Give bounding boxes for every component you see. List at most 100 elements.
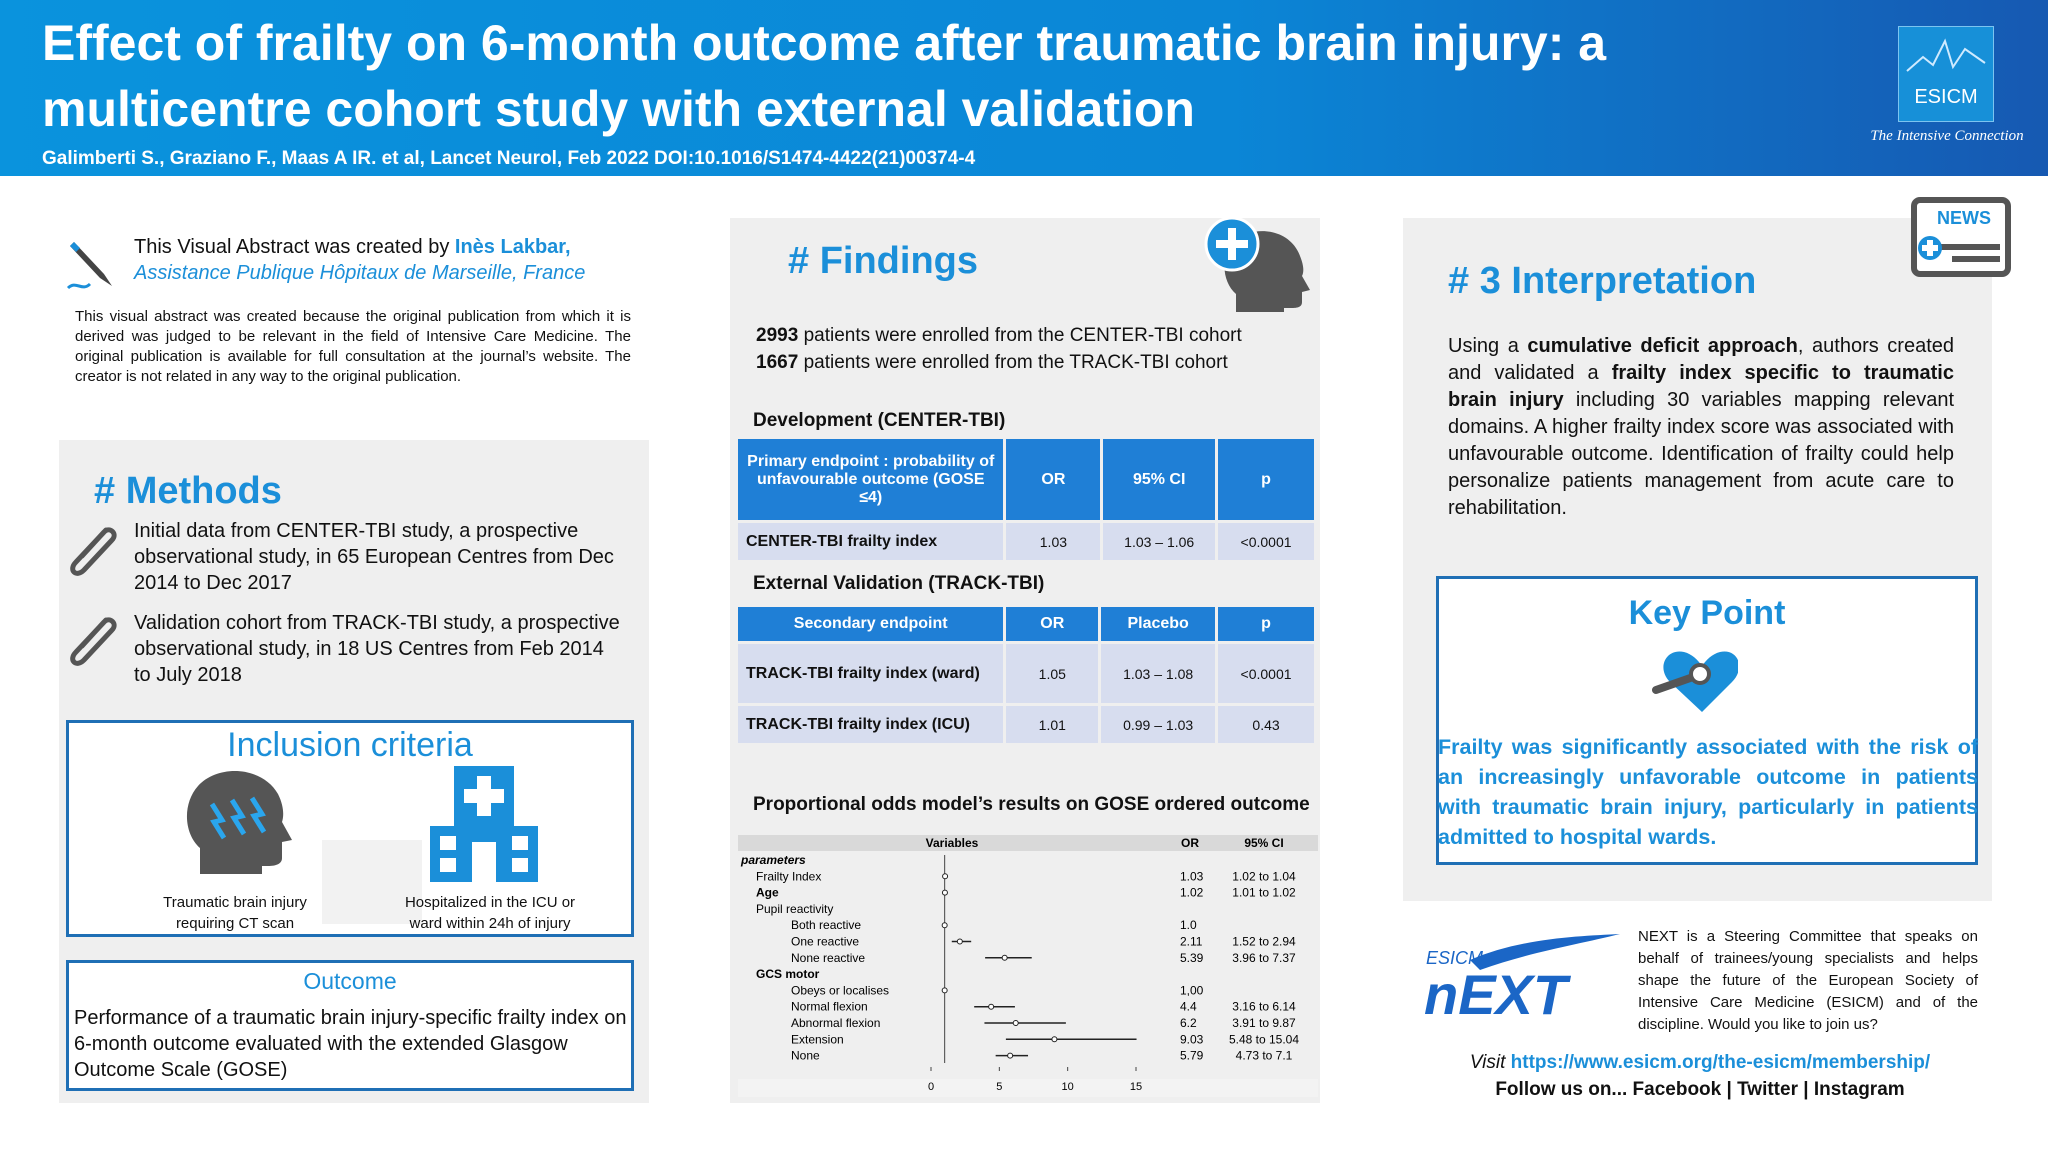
forest-axis-bg — [738, 1079, 1318, 1097]
or-point — [1001, 954, 1008, 961]
head-icon — [186, 771, 292, 874]
credit-author: Inès Lakbar, — [454, 236, 571, 258]
title-line: multicentre cohort study with external v… — [42, 81, 1195, 137]
news-label: NEWS — [1937, 208, 1991, 228]
table-heading: External Validation (TRACK-TBI) — [753, 573, 1045, 594]
row-label: Frailty Index — [756, 869, 821, 883]
text-run: frailty index specific to traumatic brai… — [1448, 362, 1954, 411]
header-row: Primary endpoint : probability of unfavo… — [738, 439, 1314, 520]
or-label: 5.39 — [1180, 951, 1204, 965]
or-label: 1,00 — [1180, 983, 1204, 997]
table-cell: <0.0001 — [1218, 644, 1314, 703]
or-label: 1.0 — [1180, 918, 1197, 932]
row-label: None — [791, 1049, 820, 1063]
inclusion-heading: Inclusion criteria — [227, 726, 473, 764]
column-header: OR — [1181, 836, 1199, 850]
logo-wave — [1906, 38, 1986, 72]
inclusion-item: Hospitalized in the ICU or ward within 2… — [404, 894, 576, 932]
header-cell: OR — [1006, 439, 1101, 520]
enrolled-text: patients were enrolled from the CENTER-T… — [803, 325, 1242, 346]
x-tick-label: 15 — [1130, 1081, 1142, 1093]
credit-affiliation: Assistance Publique Hôpitaux de Marseill… — [134, 262, 586, 284]
validation-table: Secondary endpoint OR Placebo p TRACK-TBI fr… — [735, 604, 1317, 746]
next-logo: ESICM nEXT — [1424, 934, 1620, 1026]
table-row: TRACK-TBI frailty index (ward) 1.05 1.03 –… — [738, 644, 1314, 703]
header-cell: p — [1218, 607, 1314, 641]
enrolled-count: 2993 — [756, 325, 799, 346]
row-label: Abnormal flexion — [791, 1016, 880, 1030]
table-cell: CENTER-TBI frailty index — [738, 523, 1004, 560]
next-logo-text: nEXT — [1424, 963, 1572, 1026]
clip-icon — [70, 527, 117, 576]
outcome-heading: Outcome — [303, 968, 397, 994]
header-cell: Primary endpoint : probability of unfavo… — [738, 439, 1004, 520]
inclusion-item: Traumatic brain injury requiring CT scan — [163, 894, 307, 932]
or-point — [1051, 1036, 1058, 1043]
text-run: , authors created and validated a — [1448, 335, 1954, 384]
table-row: TRACK-TBI frailty index (ICU) 1.01 0.99 – … — [738, 706, 1314, 743]
or-label: 5.79 — [1180, 1049, 1204, 1063]
header-cell: Placebo — [1101, 607, 1216, 641]
news-icon: NEWS — [1911, 197, 2011, 277]
outcome-box — [66, 960, 634, 1091]
row-label: Pupil reactivity — [756, 902, 833, 916]
key-point-box — [1436, 576, 1978, 865]
row-label: Normal flexion — [791, 1000, 868, 1014]
header-cell: OR — [1006, 607, 1099, 641]
next-text: NEXT is a Steering Committee that speaks… — [1638, 928, 1978, 1033]
forest-header-bg — [738, 835, 1318, 851]
header-row: Secondary endpoint OR Placebo p — [738, 607, 1314, 641]
ci-label: 1.52 to 2.94 — [1232, 935, 1296, 949]
or-label: 9.03 — [1180, 1032, 1204, 1046]
visit-label: Visit — [1469, 1052, 1506, 1073]
or-point — [956, 938, 963, 945]
logo-tagline: The Intensive Connection — [1870, 128, 2024, 144]
follow-line: Follow us on... Facebook | Twitter | Ins… — [1495, 1079, 1905, 1100]
or-point — [1007, 1052, 1014, 1059]
table-cell: 0.43 — [1218, 706, 1314, 743]
logo-box: ESICM — [1898, 26, 1994, 122]
header-cell: 95% CI — [1103, 439, 1216, 520]
or-point — [942, 873, 949, 880]
methods-heading: # Methods — [94, 470, 282, 512]
x-tick-label: 5 — [996, 1081, 1002, 1093]
row-label: Age — [756, 886, 779, 900]
logo-text: ESICM — [1914, 86, 1978, 108]
visit-url[interactable]: https://www.esicm.org/the-esicm/membersh… — [1510, 1052, 1931, 1073]
ci-label: 1.01 to 1.02 — [1232, 886, 1296, 900]
row-label: None reactive — [791, 951, 865, 965]
row-label: One reactive — [791, 935, 859, 949]
table-cell: <0.0001 — [1218, 523, 1314, 560]
heart-icon — [1652, 651, 1738, 712]
column-header: Variables — [926, 836, 979, 850]
row-label: GCS motor — [756, 967, 820, 981]
header-bar — [0, 0, 2048, 176]
ci-label: 1.02 to 1.04 — [1232, 869, 1296, 883]
key-point-text: Frailty was significantly associated wit… — [1438, 735, 1978, 849]
ci-label: 3.16 to 6.14 — [1232, 1000, 1296, 1014]
methods-item: Validation cohort from TRACK-TBI study, … — [134, 612, 620, 686]
table-cell: TRACK-TBI frailty index (ICU) — [738, 706, 1004, 743]
or-label: 1.02 — [1180, 886, 1204, 900]
or-label: 2.11 — [1180, 935, 1203, 949]
or-label: 1.03 — [1180, 869, 1204, 883]
enrolled-text: patients were enrolled from the TRACK-TB… — [803, 352, 1228, 373]
or-point — [988, 1003, 995, 1010]
disclaimer: This visual abstract was created because… — [75, 308, 631, 385]
x-tick-label: 10 — [1062, 1081, 1074, 1093]
ci-label: 3.91 to 9.87 — [1232, 1016, 1296, 1030]
enrolled-count: 1667 — [756, 352, 799, 373]
outcome-text: Performance of a traumatic brain injury-… — [74, 1007, 627, 1081]
table-cell: 1.03 – 1.08 — [1101, 644, 1216, 703]
doctor-icon — [1204, 216, 1310, 312]
interpretation-heading: # 3 Interpretation — [1448, 260, 1757, 302]
table-cell: 0.99 – 1.03 — [1101, 706, 1216, 743]
pencil-icon — [66, 242, 112, 290]
visit-line: Visit https://www.esicm.org/the-esicm/me… — [1420, 1052, 1980, 1074]
credit-line: This Visual Abstract was created by Inès… — [134, 236, 571, 259]
text-run: including 30 variables mapping relevant … — [1448, 389, 1954, 519]
ci-label: 3.96 to 7.37 — [1232, 951, 1296, 965]
forest-plot: Variables OR 95% CI parameters Frailty Index… — [738, 835, 1318, 1097]
enrolled-line: 2993 patients were enrolled from the CEN… — [756, 325, 1242, 347]
or-point — [1012, 1020, 1019, 1026]
